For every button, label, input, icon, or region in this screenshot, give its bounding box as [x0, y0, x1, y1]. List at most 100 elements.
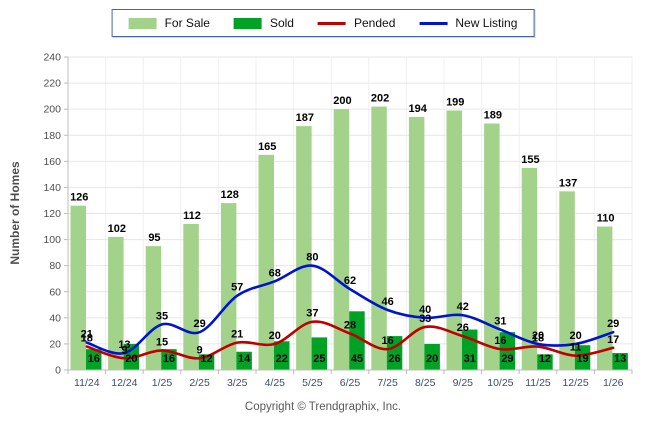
- label-sold: 13: [614, 353, 626, 365]
- label-sold: 20: [426, 353, 438, 365]
- label-sold: 25: [313, 353, 325, 365]
- label-sold: 19: [576, 353, 588, 365]
- y-tick-label: 80: [49, 260, 61, 272]
- bar-for-sale: [559, 191, 575, 370]
- x-tick-label: 7/25: [377, 377, 398, 389]
- y-tick-label: 140: [43, 182, 61, 194]
- y-tick-label: 100: [43, 234, 61, 246]
- bar-sold: [612, 353, 628, 370]
- label-for-sale: 128: [220, 189, 238, 201]
- for-sale-swatch-icon: [128, 17, 157, 29]
- legend-item-pended: Pended: [317, 16, 396, 30]
- bar-sold: [161, 349, 177, 370]
- label-for-sale: 202: [371, 93, 389, 105]
- y-tick-label: 240: [43, 52, 61, 64]
- label-pended: 37: [306, 308, 318, 320]
- label-sold: 16: [163, 353, 175, 365]
- legend-item-sold: Sold: [233, 16, 294, 30]
- label-pended: 17: [607, 334, 619, 346]
- y-tick-label: 220: [43, 78, 61, 90]
- label-for-sale: 102: [108, 223, 126, 235]
- pended-swatch-icon: [317, 21, 346, 25]
- y-tick-label: 120: [43, 208, 61, 220]
- label-for-sale: 110: [597, 213, 615, 225]
- x-tick-label: 3/25: [227, 377, 248, 389]
- bar-sold: [499, 332, 516, 370]
- x-tick-label: 2/25: [189, 377, 210, 389]
- label-pended: 18: [81, 333, 93, 345]
- y-tick-label: 180: [43, 130, 61, 142]
- bar-sold: [86, 349, 102, 370]
- label-sold: 45: [351, 353, 363, 365]
- x-tick-label: 5/25: [302, 377, 323, 389]
- label-new-listing: 57: [231, 282, 243, 294]
- label-pended: 11: [570, 342, 582, 354]
- x-tick-label: 1/25: [152, 377, 173, 389]
- legend: For Sale Sold Pended New Listing: [111, 9, 535, 37]
- label-for-sale: 155: [521, 154, 539, 166]
- label-pended: 28: [344, 319, 356, 331]
- legend-label: Sold: [269, 16, 294, 30]
- y-axis-title: Number of Homes: [8, 161, 22, 265]
- line-pended: [85, 320, 615, 360]
- label-new-listing: 62: [344, 275, 356, 287]
- label-sold: 20: [125, 353, 137, 365]
- label-new-listing: 31: [494, 316, 506, 328]
- x-tick-label: 4/25: [265, 377, 286, 389]
- x-tick-label: 11/25: [525, 377, 551, 389]
- label-sold: 22: [276, 353, 288, 365]
- bar-for-sale: [446, 110, 462, 371]
- label-sold: 12: [200, 353, 212, 365]
- label-sold: 12: [539, 353, 551, 365]
- label-new-listing: 68: [269, 267, 281, 279]
- bar-sold: [424, 343, 440, 370]
- label-for-sale: 165: [258, 141, 276, 153]
- label-pended: 9: [197, 344, 203, 356]
- label-sold: 29: [501, 353, 513, 365]
- label-new-listing: 20: [569, 330, 581, 342]
- label-for-sale: 189: [484, 110, 502, 122]
- label-new-listing: 46: [381, 296, 393, 308]
- y-tick-label: 20: [49, 338, 61, 350]
- label-for-sale: 126: [70, 192, 88, 204]
- legend-label: For Sale: [164, 16, 210, 30]
- x-tick-label: 10/25: [487, 377, 513, 389]
- label-new-listing: 29: [193, 318, 205, 330]
- label-new-listing: 35: [156, 310, 168, 322]
- label-sold: 26: [388, 353, 400, 365]
- x-tick-label: 12/24: [111, 377, 137, 389]
- new-listing-swatch-icon: [419, 21, 448, 25]
- label-pended: 33: [419, 313, 431, 325]
- legend-item-for-sale: For Sale: [128, 16, 210, 30]
- bar-for-sale: [108, 236, 124, 370]
- label-sold: 14: [238, 353, 251, 365]
- bar-for-sale: [296, 126, 312, 370]
- label-pended: 21: [231, 329, 243, 341]
- bar-for-sale: [333, 109, 350, 371]
- y-tick-label: 160: [43, 156, 61, 168]
- label-sold: 31: [464, 353, 476, 365]
- label-for-sale: 95: [148, 232, 160, 244]
- label-new-listing: 20: [532, 330, 544, 342]
- label-pended: 18: [532, 333, 544, 345]
- y-tick-label: 40: [49, 312, 61, 324]
- bar-for-sale: [220, 203, 237, 370]
- bar-for-sale: [408, 116, 425, 370]
- copyright-text: Copyright © Trendgraphix, Inc.: [244, 401, 402, 413]
- bar-for-sale: [145, 246, 162, 370]
- bar-for-sale: [258, 154, 274, 370]
- bar-for-sale: [521, 167, 538, 370]
- legend-label: Pended: [353, 16, 396, 30]
- x-tick-label: 9/25: [453, 377, 474, 389]
- x-tick-label: 8/25: [415, 377, 436, 389]
- label-for-sale: 200: [333, 95, 351, 107]
- label-pended: 20: [269, 330, 281, 342]
- label-for-sale: 112: [183, 210, 201, 222]
- y-tick-label: 200: [43, 104, 61, 116]
- line-new-listing: [85, 264, 615, 355]
- x-tick-label: 11/24: [74, 377, 100, 389]
- bar-for-sale: [70, 205, 86, 370]
- label-new-listing: 13: [118, 339, 130, 351]
